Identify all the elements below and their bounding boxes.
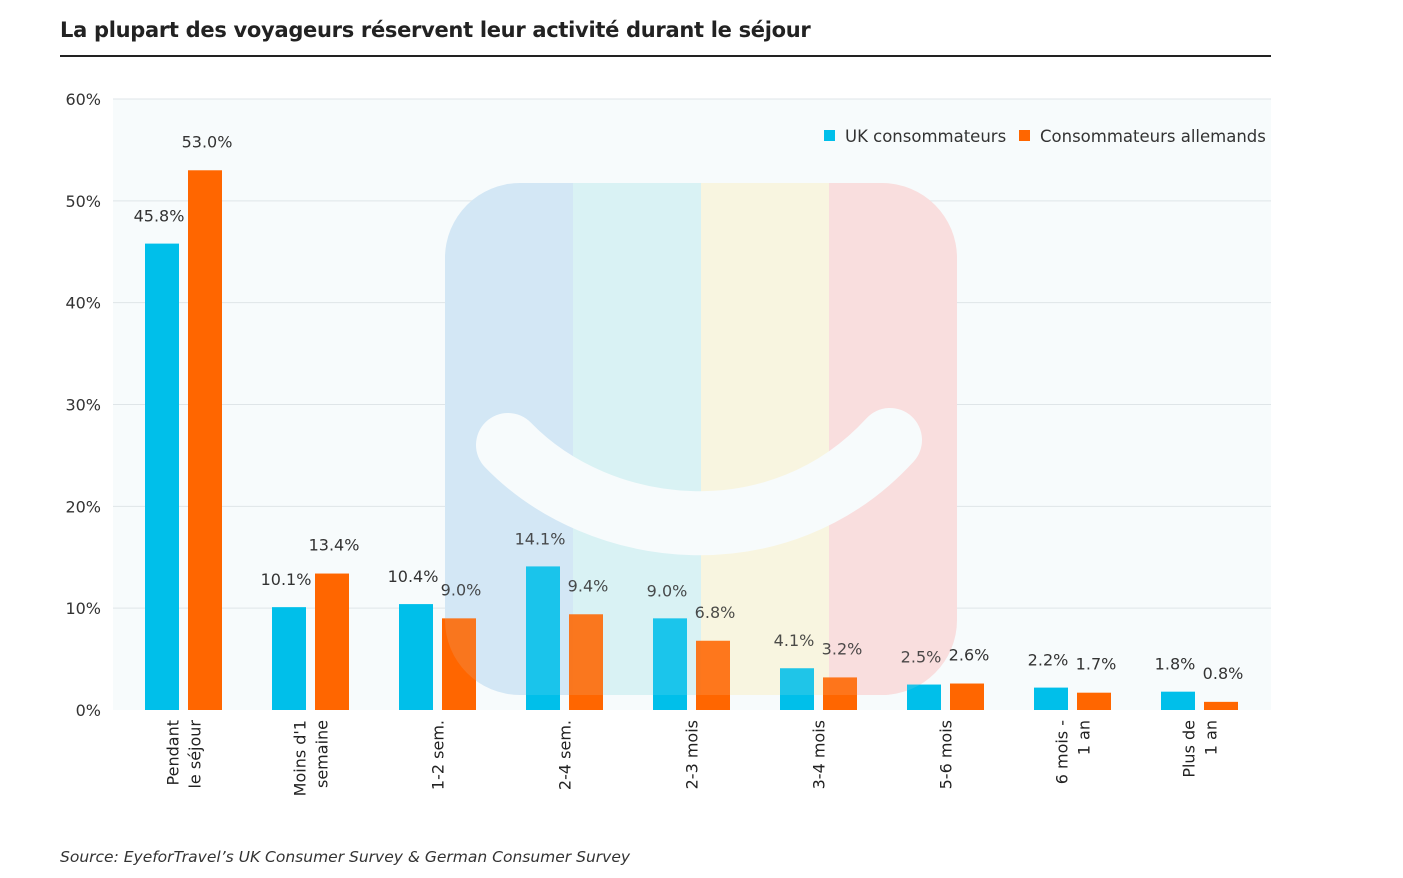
watermark	[445, 183, 957, 695]
x-tick-label: 5-6 mois	[937, 720, 956, 789]
x-category-label: 3-4 mois	[810, 720, 829, 789]
x-category-label: Pendant le séjour	[164, 720, 205, 789]
data-label: 14.1%	[515, 529, 566, 548]
x-category-label: 6 mois -1 an	[1053, 720, 1094, 784]
x-tick-label: 1-2 sem.	[429, 720, 448, 790]
legend-swatch	[1019, 130, 1030, 141]
data-label: 9.0%	[441, 580, 482, 599]
y-tick-label: 0%	[76, 701, 101, 720]
legend-label: UK consommateurs	[845, 127, 1006, 146]
bar-uk	[907, 684, 941, 710]
data-label: 9.4%	[568, 576, 609, 595]
data-label: 10.4%	[388, 567, 439, 586]
watermark-smile	[476, 408, 922, 556]
y-tick-label: 60%	[65, 90, 101, 109]
data-label: 45.8%	[134, 207, 185, 226]
x-tick-label: le séjour	[186, 720, 205, 789]
watermark-overlay	[445, 183, 957, 695]
bar-uk	[272, 607, 306, 710]
bar-uk	[780, 668, 814, 710]
x-tick-label: 2-3 mois	[683, 720, 702, 789]
watermark-stripe	[445, 183, 573, 695]
x-category-label: 2-3 mois	[683, 720, 702, 789]
y-tick-label: 20%	[65, 497, 101, 516]
x-tick-label: Pendant	[164, 720, 183, 785]
watermark-stripe	[701, 183, 829, 695]
watermark-stripes	[445, 183, 957, 695]
x-tick-label: 3-4 mois	[810, 720, 829, 789]
data-label: 0.8%	[1203, 664, 1244, 683]
x-category-label: Moins d'1 semaine	[291, 720, 332, 796]
bar-uk	[399, 604, 433, 710]
x-tick-label: 2-4 sem.	[556, 720, 575, 790]
watermark-stripe	[701, 183, 829, 695]
bar-de	[823, 677, 857, 710]
bar-de	[950, 683, 984, 710]
x-tick-label: Plus de	[1180, 720, 1199, 778]
watermark-stripe	[573, 183, 701, 695]
x-category-label: 2-4 sem.	[556, 720, 575, 790]
data-label: 53.0%	[182, 132, 233, 151]
data-label: 1.7%	[1076, 655, 1117, 674]
bar-de	[188, 170, 222, 711]
y-tick-label: 10%	[65, 599, 101, 618]
bar-de	[442, 618, 476, 710]
bar-uk	[1034, 687, 1068, 710]
x-tick-label: 6 mois -	[1053, 720, 1072, 784]
data-label: 2.2%	[1028, 651, 1069, 670]
data-label: 9.0%	[647, 581, 688, 600]
x-category-label: 1-2 sem.	[429, 720, 448, 790]
x-category-label: 5-6 mois	[937, 720, 956, 789]
bar-de	[1204, 701, 1238, 710]
data-label: 10.1%	[261, 570, 312, 589]
bar-uk	[653, 618, 687, 710]
bar-de	[569, 614, 603, 710]
legend-label: Consommateurs allemands	[1040, 127, 1266, 146]
data-label: 13.4%	[309, 536, 360, 555]
bar-de	[1077, 692, 1111, 710]
title-rule	[60, 55, 1271, 57]
bar-de	[696, 640, 730, 710]
y-tick-label: 50%	[65, 192, 101, 211]
x-tick-label: 1 an	[1075, 720, 1094, 755]
data-label: 3.2%	[822, 639, 863, 658]
data-label: 1.8%	[1155, 655, 1196, 674]
x-tick-label: Moins d'1	[291, 720, 310, 796]
source-note: Source: EyeforTravel’s UK Consumer Surve…	[60, 848, 631, 866]
watermark-smile	[476, 408, 922, 556]
watermark-stripe	[829, 183, 957, 695]
legend-swatch	[824, 130, 835, 141]
data-label: 4.1%	[774, 631, 815, 650]
data-label: 6.8%	[695, 603, 736, 622]
watermark-stripe	[573, 183, 701, 695]
y-tick-label: 30%	[65, 396, 101, 415]
x-tick-label: 1 an	[1202, 720, 1221, 755]
x-category-label: Plus de 1 an	[1180, 720, 1221, 778]
data-label: 2.6%	[949, 646, 990, 665]
bar-uk	[145, 243, 179, 710]
y-tick-label: 40%	[65, 294, 101, 313]
data-label: 2.5%	[901, 648, 942, 667]
bar-de	[315, 573, 349, 710]
chart-title: La plupart des voyageurs réservent leur …	[60, 18, 811, 42]
bar-uk	[1161, 691, 1195, 710]
bar-uk	[526, 566, 560, 710]
x-tick-label: semaine	[313, 720, 332, 788]
